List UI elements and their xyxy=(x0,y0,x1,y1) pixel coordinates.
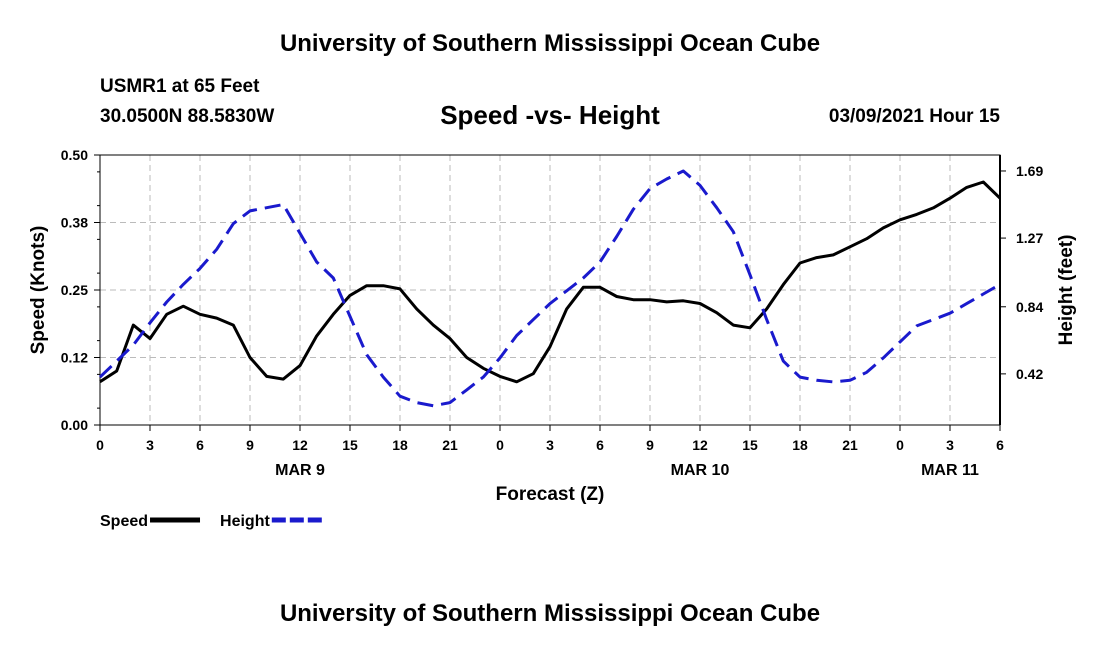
timestamp-label: 03/09/2021 Hour 15 xyxy=(828,106,1000,127)
x-tick-label: 0 xyxy=(896,437,904,453)
x-tick-label: 21 xyxy=(842,437,858,453)
series-line-speed xyxy=(99,180,1002,384)
station-label: USMR1 at 65 Feet xyxy=(100,76,260,97)
x-tick-label: 0 xyxy=(496,437,504,453)
x-tick-label: 15 xyxy=(342,437,358,453)
y-tick-label: 0.12 xyxy=(61,350,88,366)
date-label: MAR 11 xyxy=(921,462,979,479)
x-tick-label: 6 xyxy=(996,437,1004,453)
x-tick-label: 6 xyxy=(196,437,204,453)
x-tick-label: 3 xyxy=(546,437,554,453)
date-label: MAR 9 xyxy=(275,462,325,479)
x-tick-label: 9 xyxy=(246,437,254,453)
x-tick-label: 9 xyxy=(646,437,654,453)
x-tick-label: 12 xyxy=(292,437,308,453)
page-title-top: University of Southern Mississippi Ocean… xyxy=(279,30,821,57)
y2-axis-title: Height (feet) xyxy=(1056,235,1077,346)
x-tick-label: 3 xyxy=(946,437,954,453)
x-tick-label: 18 xyxy=(792,437,808,453)
series-line-height xyxy=(98,169,1001,408)
x-tick-label: 15 xyxy=(742,437,758,453)
y-tick-label: 0.50 xyxy=(61,147,88,163)
legend-label-speed: Speed xyxy=(100,513,148,530)
x-tick-label: 12 xyxy=(692,437,708,453)
y-tick-label: 0.25 xyxy=(61,282,88,298)
coordinates-label: 30.0500N 88.5830W xyxy=(100,106,275,127)
y-tick-label: 0.38 xyxy=(61,215,88,231)
legend-label-height: Height xyxy=(220,513,270,530)
y2-tick-label: 0.42 xyxy=(1016,366,1043,382)
date-label: MAR 10 xyxy=(671,462,730,479)
x-axis-title: Forecast (Z) xyxy=(496,484,605,505)
x-tick-label: 6 xyxy=(596,437,604,453)
page-title-bottom: University of Southern Mississippi Ocean… xyxy=(279,600,821,627)
x-tick-label: 3 xyxy=(146,437,154,453)
x-tick-label: 0 xyxy=(96,437,104,453)
y-tick-label: 0.00 xyxy=(61,417,88,433)
speed-height-chart: 0.50 0.38 0.25 0.12 0.00 1.69 1.27 0.84 0.42 0 3 6 9… xyxy=(28,147,1077,530)
y2-tick-label: 1.69 xyxy=(1016,163,1043,179)
x-tick-label: 21 xyxy=(442,437,458,453)
x-tick-label: 18 xyxy=(392,437,408,453)
y-axis-title: Speed (Knots) xyxy=(28,226,49,355)
y2-tick-label: 0.84 xyxy=(1016,299,1043,315)
chart-subtitle: Speed -vs- Height xyxy=(440,100,660,130)
y2-tick-label: 1.27 xyxy=(1016,230,1043,246)
